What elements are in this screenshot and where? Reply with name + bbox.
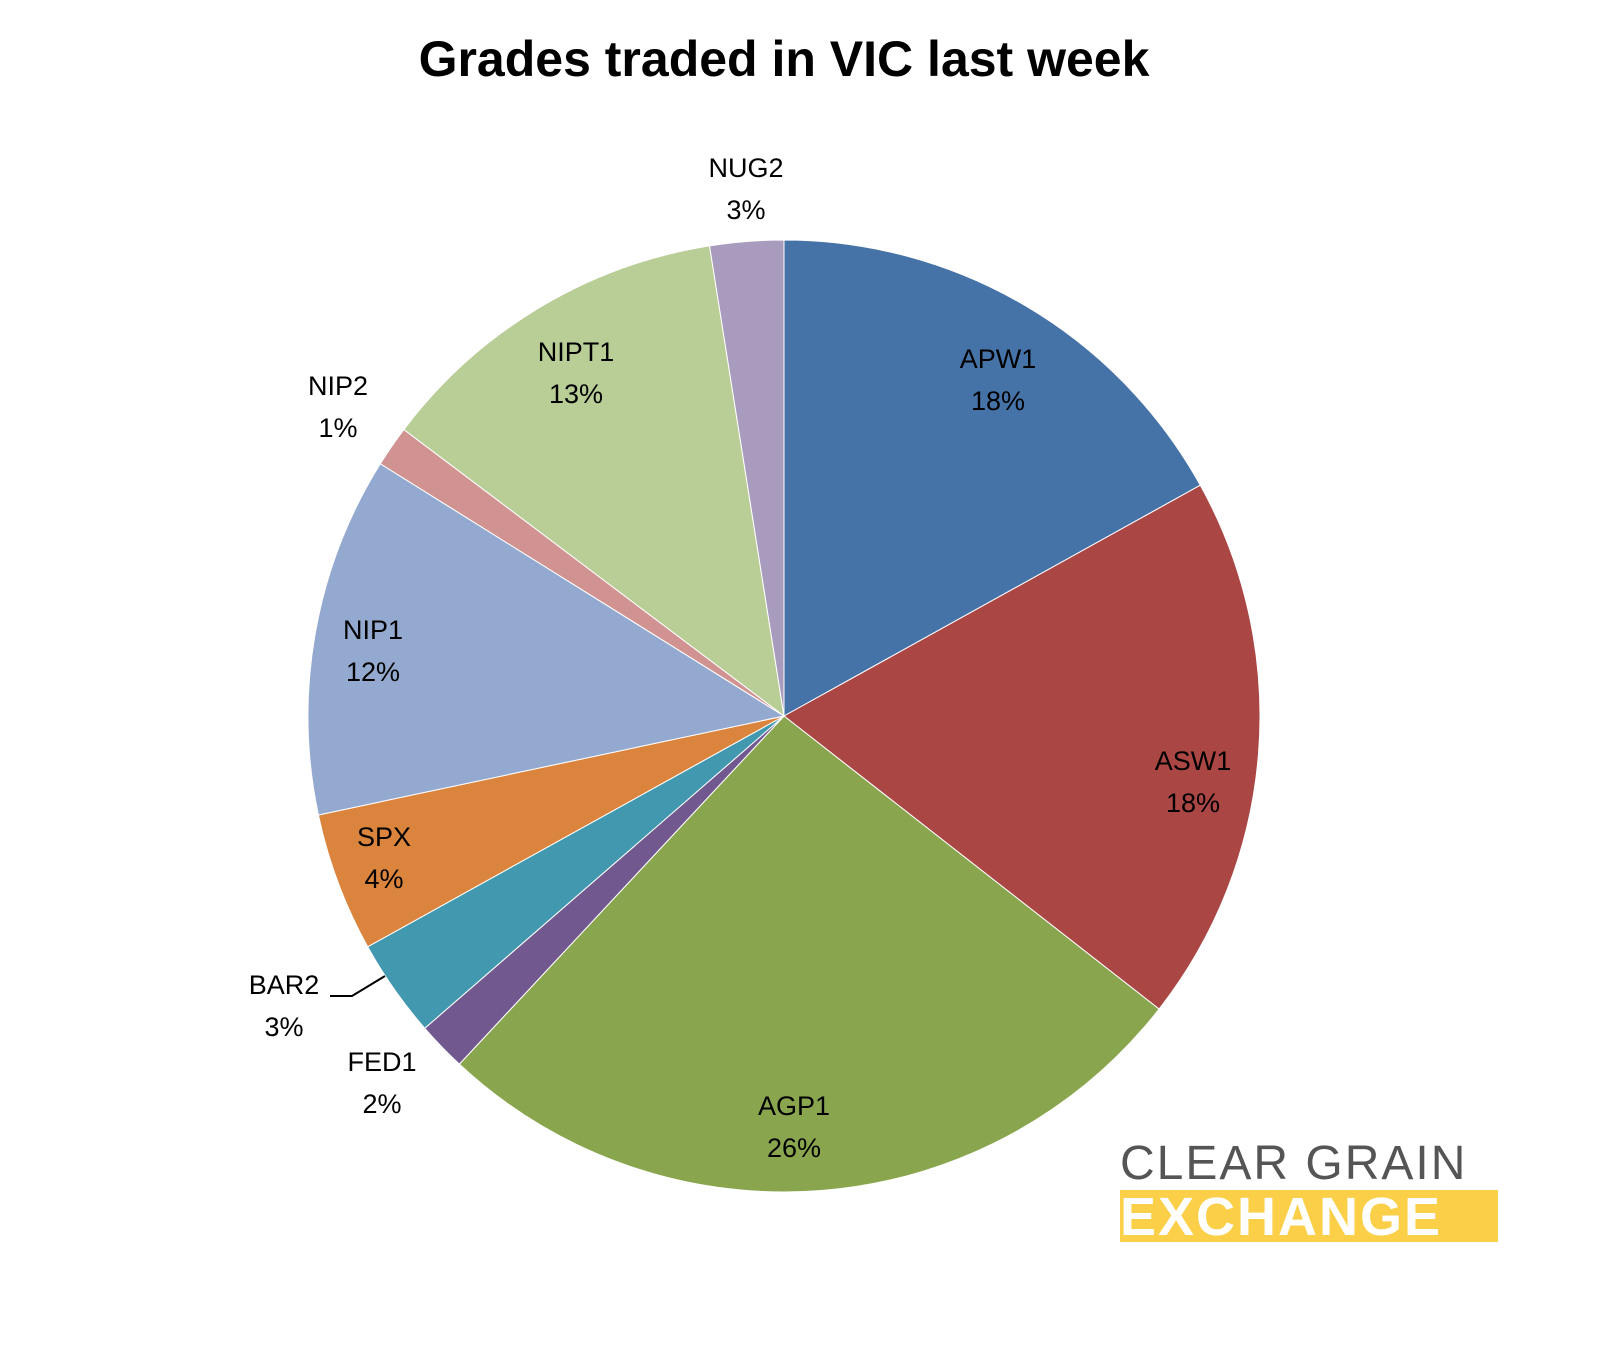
label-apw1: APW1 18% bbox=[959, 344, 1037, 416]
label-fed1: FED1 2% bbox=[347, 1047, 417, 1119]
chart-title: Grades traded in VIC last week bbox=[418, 31, 1150, 87]
label-nipt1: NIPT1 13% bbox=[537, 337, 615, 409]
label-spx: SPX 4% bbox=[356, 822, 412, 894]
slice-apw1 bbox=[783, 239, 1201, 717]
label-nip2: NIP2 1% bbox=[307, 371, 369, 443]
slice-nipt1 bbox=[403, 245, 785, 718]
slice-asw1 bbox=[783, 484, 1261, 1010]
clear-grain-exchange-logo: CLEAR GRAIN EXCHANGE bbox=[1120, 1138, 1498, 1242]
label-nip1: NIP1 12% bbox=[342, 615, 404, 687]
slice-nip1 bbox=[307, 463, 786, 816]
label-asw1: ASW1 18% bbox=[1154, 746, 1232, 818]
label-agp1: AGP1 26% bbox=[757, 1091, 831, 1163]
logo-line1: CLEAR GRAIN bbox=[1120, 1137, 1468, 1190]
logo-line2: EXCHANGE bbox=[1120, 1190, 1498, 1242]
bar2-leader-line bbox=[330, 975, 386, 997]
label-nug2: NUG2 3% bbox=[708, 153, 784, 225]
slice-nug2 bbox=[708, 239, 785, 717]
slice-agp1 bbox=[458, 715, 1160, 1193]
label-bar2: BAR2 3% bbox=[248, 970, 320, 1042]
